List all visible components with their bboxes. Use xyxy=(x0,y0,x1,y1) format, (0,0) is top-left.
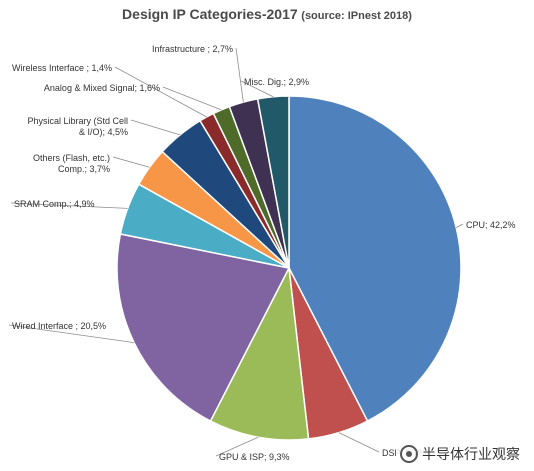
leader-line xyxy=(130,119,181,136)
chart-subtitle: (source: IPnest 2018) xyxy=(301,10,412,22)
slice-label: Wireless Interface ; 1,4% xyxy=(12,63,112,73)
chart-title-block: Design IP Categories-2017 (source: IPnes… xyxy=(0,6,534,22)
leader-line xyxy=(215,436,259,457)
watermark-text: 半导体行业观察 xyxy=(422,447,520,463)
leader-line xyxy=(235,47,244,103)
slice-label: Infrastructure ; 2,7% xyxy=(152,44,233,54)
leader-line xyxy=(456,223,464,228)
leader-line xyxy=(240,80,274,98)
chart-title: Design IP Categories-2017 xyxy=(122,6,298,22)
slice-label: Misc. Dig.; 2,9% xyxy=(244,77,309,87)
slice-label: SRAM Comp.; 4,9% xyxy=(14,199,95,209)
leader-line xyxy=(114,66,207,118)
slice-label: Others (Flash, etc.) Comp.; 3,7% xyxy=(33,153,110,174)
wechat-logo-icon xyxy=(400,445,418,463)
slice-label: Analog & Mixed Signal; 1,6% xyxy=(44,83,160,93)
pie-slice xyxy=(209,265,310,441)
pie-slice xyxy=(116,233,291,423)
watermark: 半导体行业观察 xyxy=(396,443,524,465)
leader-line xyxy=(162,86,222,111)
slice-label: Wired Interface ; 20,5% xyxy=(12,321,106,331)
leader-line xyxy=(112,156,150,168)
slice-label: Physical Library (Std Cell & I/O); 4,5% xyxy=(27,116,128,137)
slice-label: GPU & ISP; 9,3% xyxy=(219,452,290,462)
leader-line xyxy=(338,432,380,453)
leader-line xyxy=(8,324,135,344)
pie-slice xyxy=(288,95,462,423)
slice-label: CPU; 42,2% xyxy=(466,220,516,230)
leader-line xyxy=(10,202,128,209)
